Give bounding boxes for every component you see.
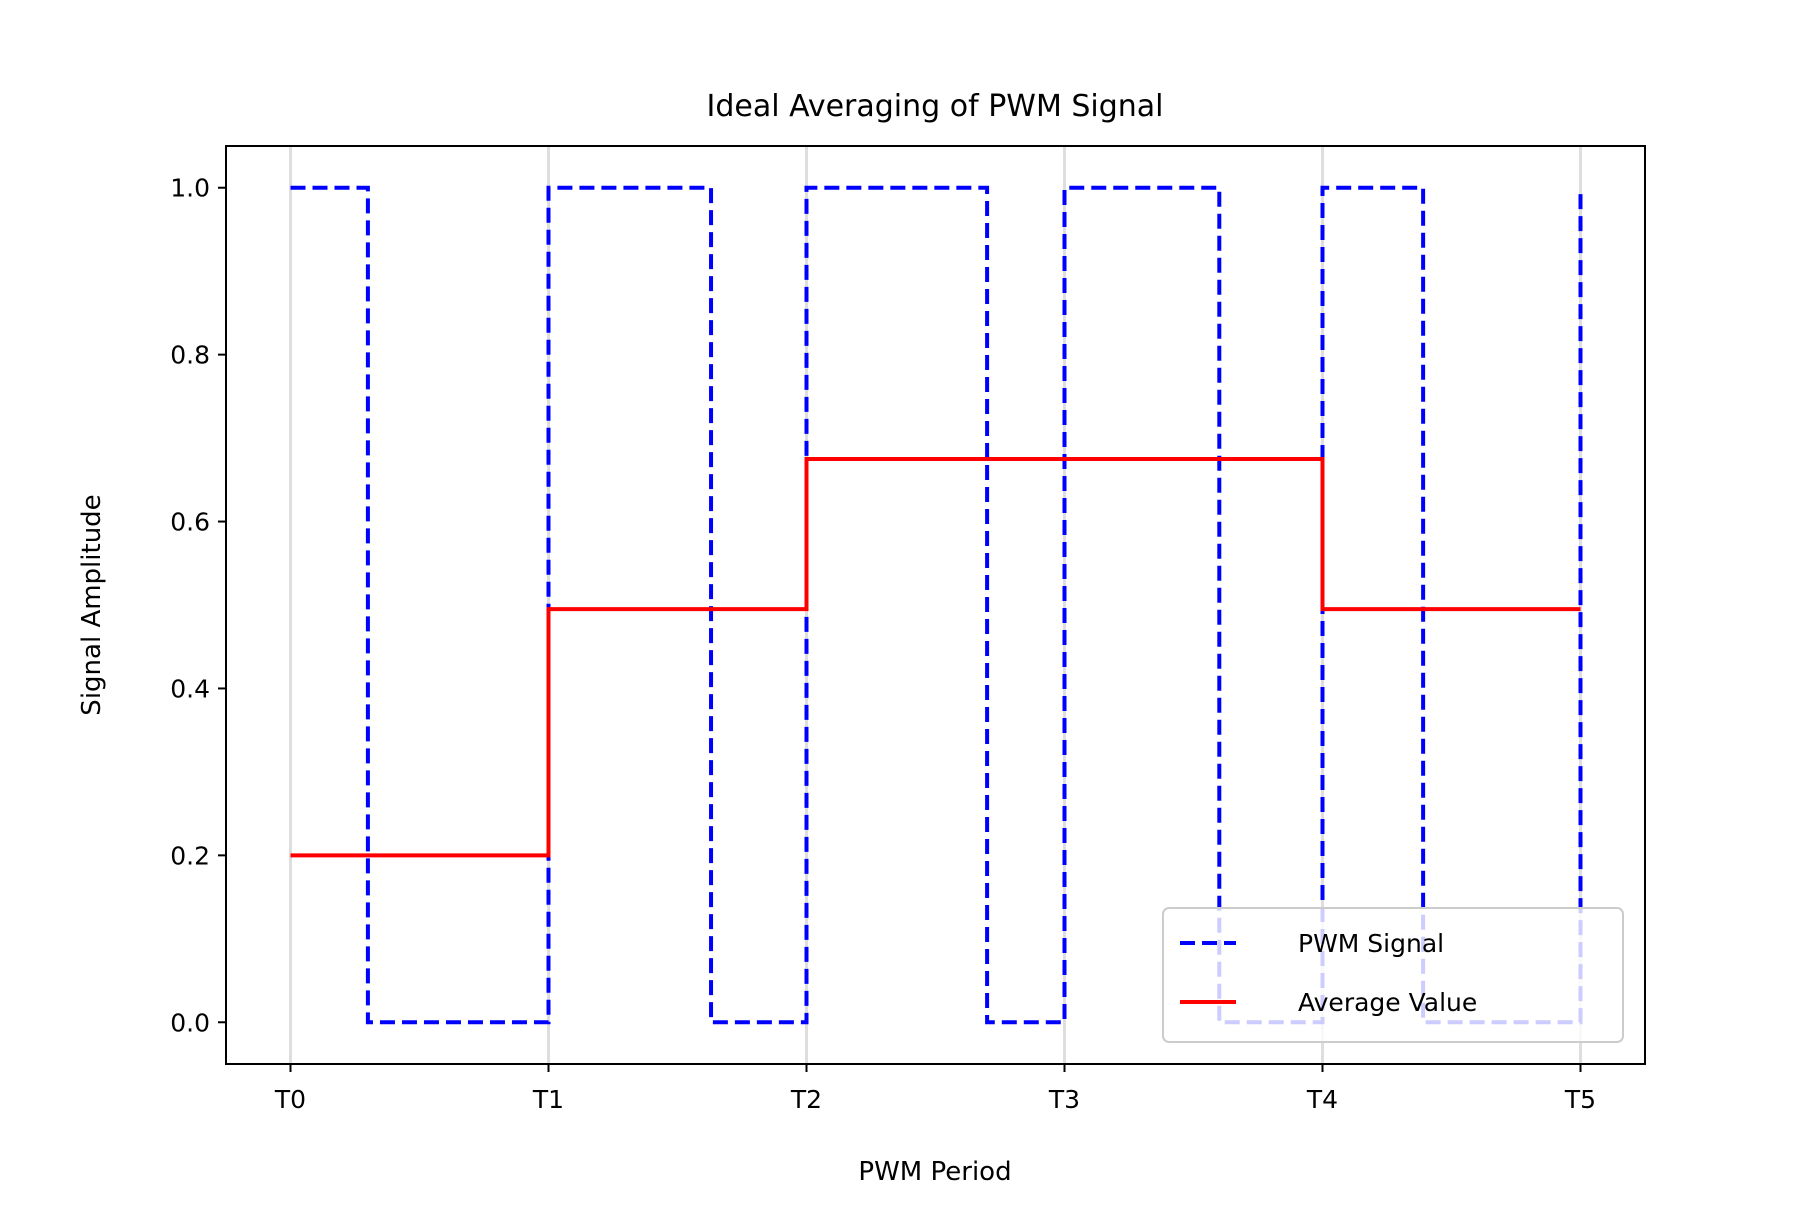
legend-label-average-value: Average Value <box>1298 988 1477 1017</box>
x-tick-label: T1 <box>532 1085 564 1114</box>
chart-title: Ideal Averaging of PWM Signal <box>706 89 1163 124</box>
plot-frame <box>225 145 1646 1065</box>
series-lines <box>290 185 1583 1025</box>
series-line-average-value <box>290 456 1581 858</box>
x-tick-label: T2 <box>790 1085 822 1114</box>
y-axis-label: Signal Amplitude <box>77 494 107 715</box>
x-tick-label: T0 <box>274 1085 306 1114</box>
legend: PWM Signal Average Value <box>1162 907 1624 1043</box>
x-tick-label: T4 <box>1306 1085 1338 1114</box>
y-tick-label: 0.6 <box>170 508 210 537</box>
y-tick-label: 0.4 <box>170 674 210 703</box>
x-axis-ticks: T0 T1 T2 T3 T4 T5 <box>274 1064 1596 1114</box>
y-tick-label: 1.0 <box>170 174 210 203</box>
y-axis-ticks: 0.0 0.2 0.4 0.6 0.8 1.0 <box>170 174 226 1037</box>
x-tick-label: T3 <box>1048 1085 1080 1114</box>
legend-label-pwm-signal: PWM Signal <box>1298 929 1444 958</box>
x-tick-label: T5 <box>1564 1085 1596 1114</box>
y-tick-label: 0.0 <box>170 1008 210 1037</box>
y-tick-label: 0.8 <box>170 341 210 370</box>
legend-box <box>1162 907 1624 1043</box>
y-tick-label: 0.2 <box>170 841 210 870</box>
x-axis-label: PWM Period <box>858 1157 1011 1187</box>
